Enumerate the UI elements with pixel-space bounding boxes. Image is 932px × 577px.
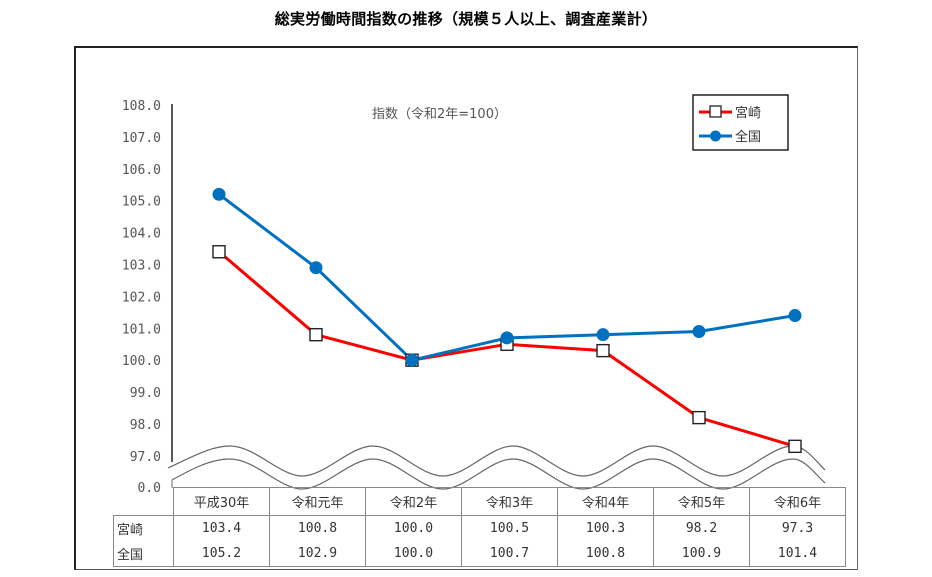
row-label-miyazaki: 宮崎: [113, 515, 174, 541]
table-cell: 103.4: [173, 515, 270, 541]
open-square-marker-icon: [709, 105, 722, 118]
table-header-cell: 令和3年: [461, 487, 558, 516]
axis-break-wave-lower: [171, 458, 826, 490]
square-marker-icon: [309, 327, 323, 342]
table-header-row: 平成30年 令和元年 令和2年 令和3年 令和4年 令和5年 令和6年: [113, 487, 846, 516]
legend-label-zenkoku: 全国: [735, 129, 761, 145]
y-tick-label: 105.0: [122, 195, 161, 210]
row-label-zenkoku: 全国: [113, 541, 174, 567]
square-marker-icon: [692, 410, 706, 425]
y-tick-label: 108.0: [122, 99, 161, 114]
y-tick-label: 101.0: [122, 322, 161, 337]
y-tick-label: 104.0: [122, 227, 161, 242]
table-cell: 100.0: [365, 515, 462, 541]
table-row: 全国 105.2 102.9 100.0 100.7 100.8 100.9 1…: [113, 541, 846, 567]
table-cell: 100.9: [653, 541, 750, 567]
chart-frame: [74, 46, 858, 570]
table-row: 宮崎 103.4 100.8 100.0 100.5 100.3 98.2 97…: [113, 515, 846, 541]
table-header-cell: 令和6年: [749, 487, 846, 516]
circle-marker-icon: [692, 324, 706, 338]
table-header-cell: 令和4年: [557, 487, 654, 516]
circle-marker-icon: [500, 331, 514, 345]
y-tick-label: 99.0: [130, 386, 161, 401]
legend: 宮崎 全国: [692, 94, 789, 151]
table-header-cell: 令和元年: [269, 487, 366, 516]
axis-break-wave-upper: [167, 445, 826, 477]
table-cell: 100.3: [557, 515, 654, 541]
table-cell: 105.2: [173, 541, 270, 567]
table-cell: 101.4: [749, 541, 846, 567]
circle-marker-icon: [212, 187, 226, 201]
y-tick-label: 106.0: [122, 163, 161, 178]
table-cell: 100.5: [461, 515, 558, 541]
y-tick-label: 103.0: [122, 259, 161, 274]
circle-marker-icon: [309, 261, 323, 275]
legend-item-zenkoku: 全国: [699, 129, 761, 145]
y-tick-label: 102.0: [122, 290, 161, 305]
table-header-cell: 令和5年: [653, 487, 750, 516]
table-cell: 100.0: [365, 541, 462, 567]
square-marker-icon: [596, 343, 610, 358]
table-header-cell: 平成30年: [173, 487, 270, 516]
y-tick-labels: 108.0 107.0 106.0 105.0 104.0 103.0 102.0 101.0…: [122, 99, 161, 496]
table-cell: 98.2: [653, 515, 750, 541]
table-cell: 100.7: [461, 541, 558, 567]
chart-series: [212, 187, 802, 454]
chart-title: 総実労働時間指数の推移（規模５人以上、調査産業計）: [274, 10, 658, 28]
circle-marker-icon: [788, 309, 802, 323]
y-tick-label: 97.0: [130, 450, 161, 465]
legend-label-miyazaki: 宮崎: [735, 105, 761, 121]
filled-circle-marker-icon: [710, 130, 721, 142]
table-cell: 97.3: [749, 515, 846, 541]
data-table: 平成30年 令和元年 令和2年 令和3年 令和4年 令和5年 令和6年 宮崎 1…: [113, 487, 846, 567]
circle-marker-icon: [405, 353, 419, 367]
chart-subtitle: 指数（令和2年=100）: [372, 107, 507, 122]
table-header-cell: 令和2年: [365, 487, 462, 516]
y-tick-label: 98.0: [130, 418, 161, 433]
y-tick-label: 100.0: [122, 354, 161, 369]
table-cell: 100.8: [557, 541, 654, 567]
legend-item-miyazaki: 宮崎: [699, 105, 761, 121]
square-marker-icon: [212, 245, 226, 259]
y-tick-label: 107.0: [122, 131, 161, 146]
table-cell: 100.8: [269, 515, 366, 541]
circle-marker-icon: [596, 328, 610, 342]
square-marker-icon: [788, 439, 802, 454]
table-cell: 102.9: [269, 541, 366, 567]
